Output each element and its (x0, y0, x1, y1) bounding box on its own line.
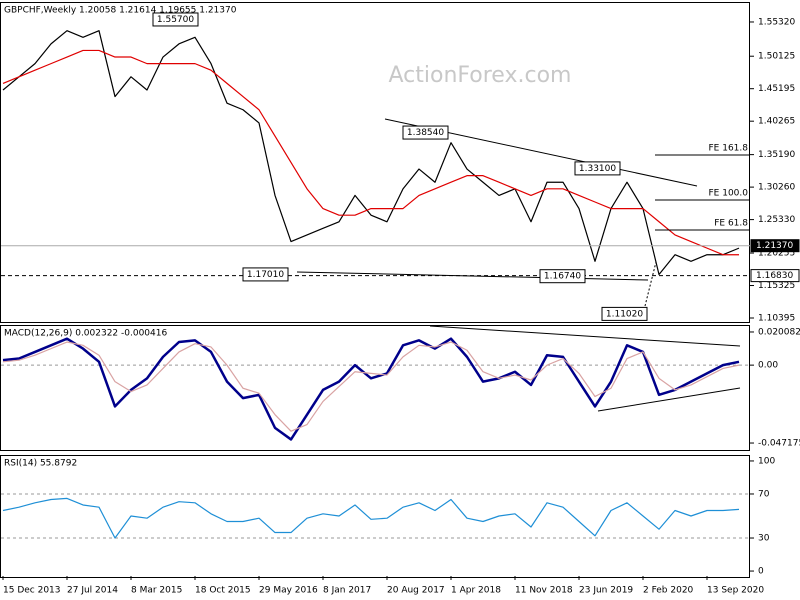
chart-title: GBPCHF,Weekly 1.20058 1.21614 1.19655 1.… (4, 6, 237, 16)
x-tick-label: 11 Nov 2018 (515, 586, 573, 596)
y-tick-label: 0 (758, 567, 764, 577)
annotation-box (152, 12, 199, 27)
channel-line (644, 261, 657, 307)
series-line (2, 337, 740, 441)
x-tick-label: 23 Jun 2019 (579, 586, 633, 596)
x-tick-label: 2 Feb 2020 (643, 586, 694, 596)
y-tick-label: 1.25330 (758, 215, 795, 225)
y-tick-label: 1.20255 (758, 249, 795, 259)
watermark: ActionForex.com (389, 63, 572, 88)
series-line (2, 341, 740, 432)
price-level-box (750, 269, 800, 283)
y-tick-label: 0.020082 (758, 327, 800, 337)
x-tick-label: 8 Mar 2015 (131, 586, 182, 596)
x-tick-label: 8 Jan 2017 (323, 586, 371, 596)
macd-trendline (429, 325, 741, 347)
rsi-panel (0, 455, 750, 578)
y-tick-label: 1.10395 (758, 314, 795, 324)
macd-title: MACD(12,26,9) 0.002322 -0.000416 (4, 329, 167, 339)
rsi-title: RSI(14) 55.8792 (4, 459, 77, 469)
annotation-box (601, 306, 648, 321)
fibo-label: FE 61.8 (714, 219, 748, 229)
x-tick-label: 27 Jul 2014 (67, 586, 118, 596)
annotation-label: 1.11020 (606, 309, 643, 319)
price-level-label: 1.16830 (756, 271, 793, 281)
annotation-box (402, 125, 449, 140)
series-line (2, 497, 740, 539)
y-tick-label: 1.45195 (758, 84, 795, 94)
price-level-label: 1.21370 (756, 241, 793, 251)
x-tick-label: 15 Dec 2013 (3, 586, 61, 596)
price-level-box (750, 239, 800, 253)
annotation-box (242, 267, 289, 282)
x-tick-label: 18 Oct 2015 (195, 586, 251, 596)
x-tick-label: 20 Aug 2017 (387, 586, 445, 596)
y-tick-label: 1.30260 (758, 183, 795, 193)
annotation-label: 1.38540 (407, 128, 444, 138)
fibo-label: FE 100.0 (709, 189, 749, 199)
annotation-label: 1.17010 (247, 270, 284, 280)
annotation-box (574, 161, 621, 176)
x-tick-label: 13 Sep 2020 (707, 586, 764, 596)
y-tick-label: 70 (758, 489, 770, 499)
y-tick-label: -0.047175 (758, 439, 800, 449)
x-tick-label: 1 Apr 2018 (451, 586, 501, 596)
macd-trendline (597, 387, 741, 412)
macd-panel (0, 325, 750, 451)
y-tick-label: 0.00 (758, 361, 778, 371)
annotation-label: 1.16740 (544, 272, 581, 282)
y-tick-label: 1.15325 (758, 281, 795, 291)
annotation-label: 1.55700 (157, 15, 194, 25)
series-line (2, 49, 739, 256)
y-tick-label: 1.40265 (758, 117, 795, 127)
series-line (2, 30, 740, 276)
fibo-label: FE 161.8 (709, 143, 749, 153)
x-tick-label: 29 May 2016 (259, 586, 318, 596)
y-tick-label: 1.50125 (758, 52, 795, 62)
y-tick-label: 30 (758, 534, 770, 544)
annotation-label: 1.33100 (579, 164, 616, 174)
y-tick-label: 1.55320 (758, 17, 795, 27)
y-tick-label: 100 (758, 456, 775, 466)
y-tick-label: 1.35190 (758, 150, 795, 160)
price-panel (0, 2, 750, 323)
annotation-box (539, 269, 586, 284)
